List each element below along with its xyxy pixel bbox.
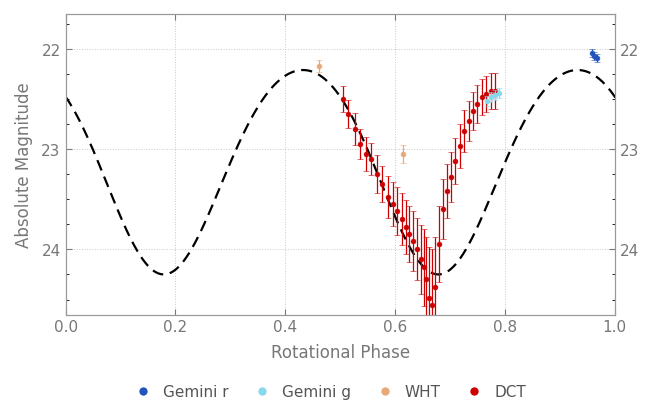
- Legend: Gemini r, Gemini g, WHT, DCT: Gemini r, Gemini g, WHT, DCT: [122, 378, 532, 406]
- X-axis label: Rotational Phase: Rotational Phase: [271, 343, 409, 361]
- Y-axis label: Absolute Magnitude: Absolute Magnitude: [15, 82, 33, 247]
